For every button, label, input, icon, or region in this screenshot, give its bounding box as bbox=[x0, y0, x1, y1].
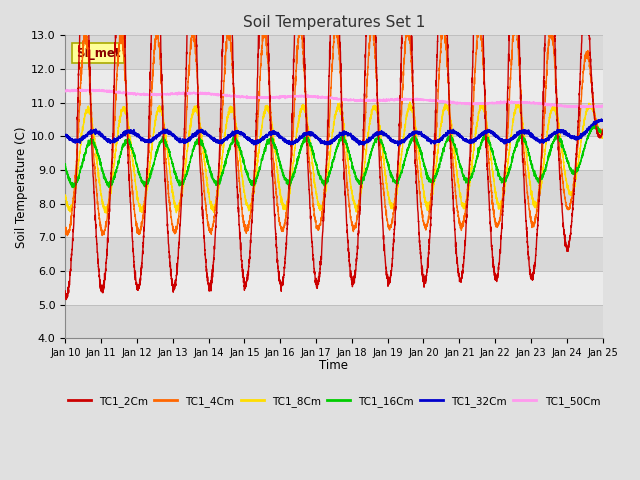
Text: SI_met: SI_met bbox=[76, 47, 120, 60]
Bar bbox=[65, 305, 603, 338]
Bar bbox=[65, 204, 603, 237]
Bar bbox=[65, 136, 603, 170]
Title: Soil Temperatures Set 1: Soil Temperatures Set 1 bbox=[243, 15, 425, 30]
Y-axis label: Soil Temperature (C): Soil Temperature (C) bbox=[15, 126, 28, 248]
Bar bbox=[65, 237, 603, 271]
Bar bbox=[65, 69, 603, 103]
X-axis label: Time: Time bbox=[319, 360, 348, 372]
Bar bbox=[65, 170, 603, 204]
Bar bbox=[65, 36, 603, 69]
Bar bbox=[65, 103, 603, 136]
Legend: TC1_2Cm, TC1_4Cm, TC1_8Cm, TC1_16Cm, TC1_32Cm, TC1_50Cm: TC1_2Cm, TC1_4Cm, TC1_8Cm, TC1_16Cm, TC1… bbox=[63, 392, 604, 411]
Bar bbox=[65, 271, 603, 305]
